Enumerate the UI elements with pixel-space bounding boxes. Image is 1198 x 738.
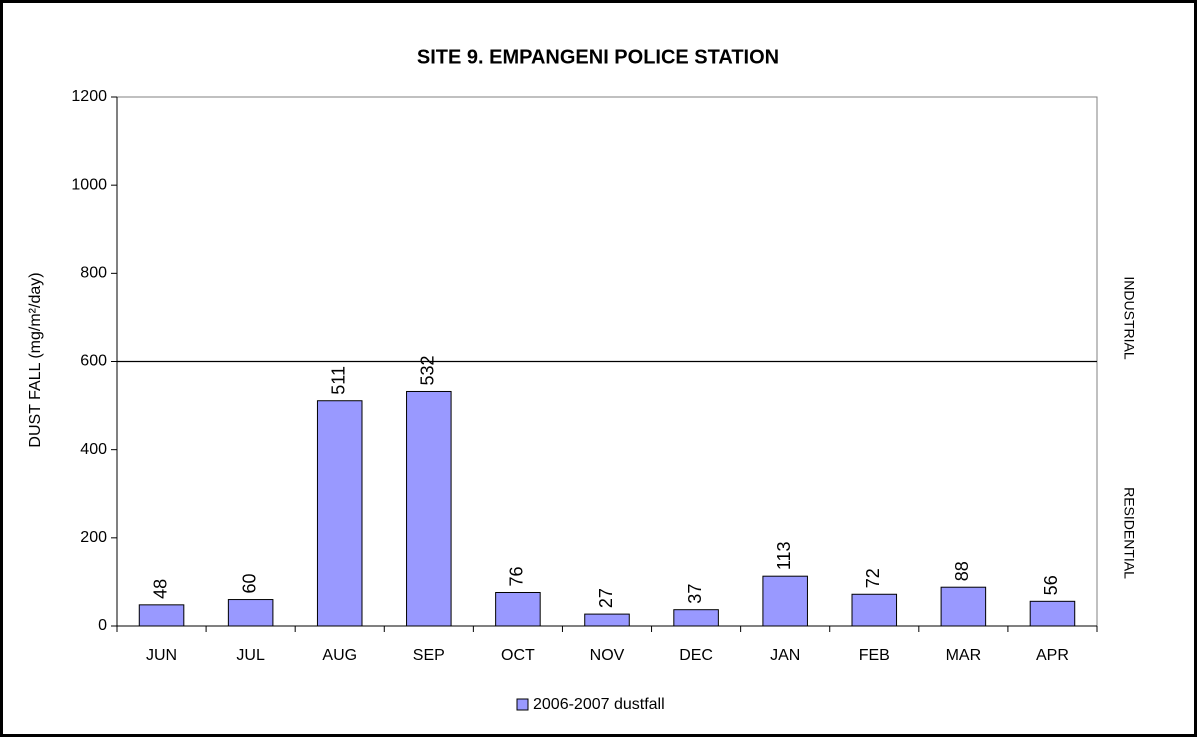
x-tick-label: NOV [590, 647, 625, 664]
y-tick-label: 600 [80, 353, 107, 370]
x-tick-label: DEC [679, 647, 713, 664]
bar [584, 613, 630, 627]
data-label: 37 [685, 584, 705, 604]
data-label: 532 [418, 355, 438, 385]
data-label: 27 [596, 588, 616, 608]
x-tick-label: AUG [322, 647, 357, 664]
y-axis-label: DUST FALL (mg/m²/day) [27, 272, 44, 447]
bar [762, 575, 808, 627]
y-tick-label: 1000 [71, 176, 107, 193]
y-tick-label: 1200 [71, 88, 107, 105]
bar [495, 591, 541, 627]
data-label: 76 [507, 566, 527, 586]
x-tick-label: OCT [501, 647, 535, 664]
data-label: 60 [239, 574, 259, 594]
data-label: 113 [774, 541, 794, 570]
x-tick-label: JUN [146, 647, 177, 664]
x-tick-label: JUL [236, 647, 265, 664]
bar [316, 400, 363, 627]
data-label: 511 [328, 366, 348, 395]
x-tick-label: FEB [859, 647, 890, 664]
zone-label: INDUSTRIAL [1121, 276, 1137, 359]
bar [406, 390, 452, 627]
data-label: 88 [952, 561, 972, 581]
bar [1029, 600, 1076, 627]
y-tick-label: 400 [80, 441, 107, 458]
data-label: 56 [1041, 575, 1061, 595]
data-label: 48 [150, 579, 170, 599]
x-tick-label: APR [1036, 647, 1069, 664]
y-tick-label: 200 [80, 529, 107, 546]
x-tick-label: SEP [413, 647, 445, 664]
zone-label: RESIDENTIAL [1121, 487, 1137, 579]
x-tick-label: MAR [946, 647, 982, 664]
chart-title: SITE 9. EMPANGENI POLICE STATION [417, 46, 779, 68]
legend-label: 2006-2007 dustfall [533, 696, 665, 713]
bar [940, 586, 987, 627]
data-label: 72 [863, 568, 883, 588]
y-tick-label: 800 [80, 265, 107, 282]
bar [138, 604, 185, 627]
x-tick-label: JAN [770, 647, 800, 664]
bar [851, 593, 898, 627]
bar [227, 599, 274, 627]
legend-swatch [516, 698, 529, 711]
bar [673, 609, 719, 627]
y-tick-label: 0 [98, 617, 107, 634]
